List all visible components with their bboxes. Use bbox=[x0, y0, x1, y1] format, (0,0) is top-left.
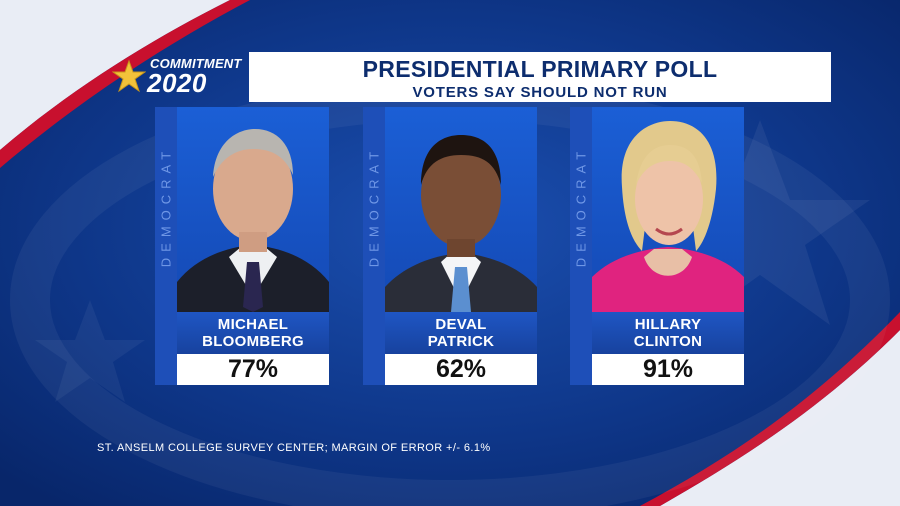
logo-line1: COMMITMENT bbox=[150, 56, 242, 71]
candidate-first-name: MICHAEL bbox=[217, 316, 289, 333]
party-label: DEMOCRAT bbox=[366, 145, 382, 268]
candidate-photo bbox=[592, 107, 744, 312]
candidate-photo bbox=[385, 107, 537, 312]
candidate-percent: 77% bbox=[227, 355, 279, 383]
star-icon bbox=[112, 59, 146, 93]
source-note: ST. ANSELM COLLEGE SURVEY CENTER; MARGIN… bbox=[97, 442, 491, 454]
title-box: PRESIDENTIAL PRIMARY POLL VOTERS SAY SHO… bbox=[249, 52, 831, 102]
candidate-card-patrick: DEMOCRAT DEVAL PATRICK 62% bbox=[363, 107, 537, 385]
candidate-card-clinton: DEMOCRAT HILLARY CLINTON 91% bbox=[570, 107, 744, 385]
candidate-card-bloomberg: DEMOCRAT MICHAEL BLOOMBERG 77% bbox=[155, 107, 329, 385]
logo-line2: 2020 bbox=[147, 68, 207, 98]
candidate-photo bbox=[177, 107, 329, 312]
page-title: PRESIDENTIAL PRIMARY POLL bbox=[362, 56, 718, 82]
candidate-first-name: HILLARY bbox=[634, 316, 702, 333]
candidate-last-name: BLOOMBERG bbox=[202, 333, 304, 350]
commitment-2020-logo: COMMITMENT 2020 bbox=[112, 55, 248, 99]
candidate-name-box: HILLARY CLINTON bbox=[592, 312, 744, 354]
party-strip: DEMOCRAT bbox=[363, 107, 385, 385]
page-subtitle: VOTERS SAY SHOULD NOT RUN bbox=[412, 84, 668, 101]
candidate-name-box: DEVAL PATRICK bbox=[385, 312, 537, 354]
candidate-last-name: PATRICK bbox=[427, 333, 495, 350]
party-label: DEMOCRAT bbox=[573, 145, 589, 268]
percent-box: 77% bbox=[177, 354, 329, 385]
candidate-name-box: MICHAEL BLOOMBERG bbox=[177, 312, 329, 354]
candidate-last-name: CLINTON bbox=[633, 333, 703, 350]
candidate-percent: 91% bbox=[642, 355, 694, 383]
party-strip: DEMOCRAT bbox=[155, 107, 177, 385]
candidate-first-name: DEVAL bbox=[435, 316, 487, 333]
percent-box: 91% bbox=[592, 354, 744, 385]
percent-box: 62% bbox=[385, 354, 537, 385]
candidate-percent: 62% bbox=[435, 355, 487, 383]
party-strip: DEMOCRAT bbox=[570, 107, 592, 385]
party-label: DEMOCRAT bbox=[158, 145, 174, 268]
